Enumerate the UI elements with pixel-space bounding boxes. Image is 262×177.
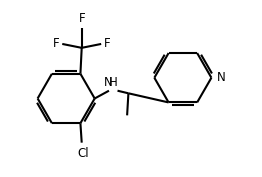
Text: Cl: Cl: [77, 147, 89, 159]
Text: F: F: [104, 38, 111, 50]
Text: N: N: [104, 76, 113, 89]
Text: H: H: [108, 76, 117, 89]
Text: F: F: [52, 38, 59, 50]
Text: F: F: [78, 12, 85, 25]
Text: N: N: [217, 71, 225, 84]
